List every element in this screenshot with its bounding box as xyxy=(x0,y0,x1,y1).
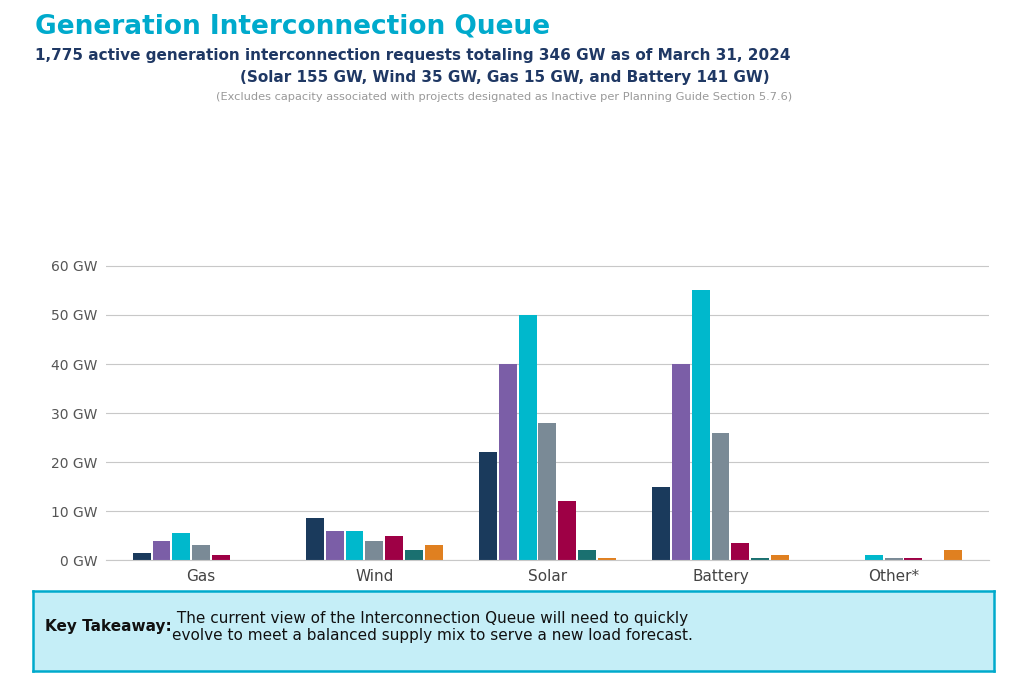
Bar xyxy=(578,551,596,560)
Text: 1,775 active generation interconnection requests totaling 346 GW as of March 31,: 1,775 active generation interconnection … xyxy=(35,48,791,62)
Legend: 2024, 2025, 2026, 2027, 2028, 2029, 2030: 2024, 2025, 2026, 2027, 2028, 2029, 2030 xyxy=(332,624,763,648)
Bar xyxy=(519,315,537,560)
Bar xyxy=(672,364,690,560)
Bar xyxy=(133,553,150,560)
Bar xyxy=(885,557,902,560)
Text: (Excludes capacity associated with projects designated as Inactive per Planning : (Excludes capacity associated with proje… xyxy=(217,92,792,103)
Text: The current view of the Interconnection Queue will need to quickly
evolve to mee: The current view of the Interconnection … xyxy=(172,610,692,643)
Bar xyxy=(751,557,769,560)
Bar xyxy=(692,291,709,560)
Bar xyxy=(425,545,443,560)
Bar xyxy=(652,487,670,560)
Bar xyxy=(173,533,191,560)
Bar xyxy=(193,545,210,560)
Bar xyxy=(904,557,922,560)
Bar xyxy=(405,551,423,560)
Bar xyxy=(212,555,230,560)
Bar xyxy=(306,519,324,560)
Text: (Solar 155 GW, Wind 35 GW, Gas 15 GW, and Battery 141 GW): (Solar 155 GW, Wind 35 GW, Gas 15 GW, an… xyxy=(240,70,769,85)
Bar xyxy=(152,540,171,560)
Bar xyxy=(597,557,615,560)
Bar xyxy=(345,531,363,560)
Bar xyxy=(365,540,383,560)
Bar xyxy=(711,433,730,560)
Bar xyxy=(732,543,749,560)
Bar xyxy=(944,551,962,560)
Bar xyxy=(865,555,883,560)
Bar xyxy=(498,364,517,560)
Bar xyxy=(479,452,497,560)
Bar xyxy=(558,501,576,560)
Bar xyxy=(539,423,556,560)
Bar xyxy=(771,555,789,560)
Bar xyxy=(385,536,403,560)
Text: Key Takeaway:: Key Takeaway: xyxy=(44,619,172,634)
Bar xyxy=(326,531,344,560)
Text: Generation Interconnection Queue: Generation Interconnection Queue xyxy=(35,14,551,39)
